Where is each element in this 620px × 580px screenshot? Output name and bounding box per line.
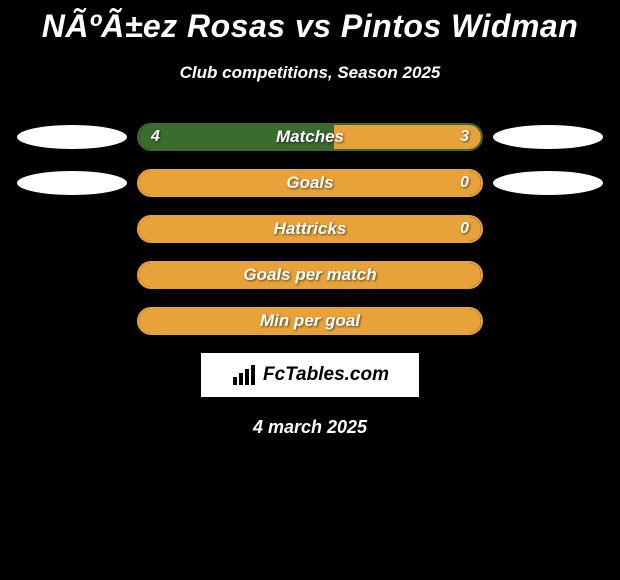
stat-bar: Goals0	[137, 169, 483, 197]
stat-row: Hattricks0	[0, 215, 620, 243]
stat-label: Goals	[139, 173, 481, 193]
stat-row: Goals per match	[0, 261, 620, 289]
stat-label: Min per goal	[139, 311, 481, 331]
stat-value-right: 0	[460, 220, 469, 238]
stat-value-left: 4	[151, 128, 160, 146]
stat-bar: Matches4 3	[137, 123, 483, 151]
stat-bar: Min per goal	[137, 307, 483, 335]
player1-ellipse	[17, 171, 127, 195]
logo-box: FcTables.com	[201, 353, 419, 397]
right-ellipse-slot	[483, 125, 613, 149]
logo: FcTables.com	[231, 364, 389, 386]
stat-bar: Hattricks0	[137, 215, 483, 243]
subtitle: Club competitions, Season 2025	[0, 63, 620, 83]
date-text: 4 march 2025	[0, 417, 620, 438]
player2-ellipse	[493, 125, 603, 149]
stat-row: Min per goal	[0, 307, 620, 335]
left-ellipse-slot	[7, 171, 137, 195]
stat-label: Goals per match	[139, 265, 481, 285]
page-title: NÃºÃ±ez Rosas vs Pintos Widman	[0, 8, 620, 45]
player1-ellipse	[17, 125, 127, 149]
stat-label: Hattricks	[139, 219, 481, 239]
stat-rows: Matches43Goals0Hattricks0Goals per match…	[0, 123, 620, 335]
stat-bar: Goals per match	[137, 261, 483, 289]
player2-ellipse	[493, 171, 603, 195]
stat-row: Matches4 3	[0, 123, 620, 151]
stat-value-right: 3	[460, 128, 469, 146]
left-ellipse-slot	[7, 125, 137, 149]
comparison-chart: NÃºÃ±ez Rosas vs Pintos Widman Club comp…	[0, 0, 620, 438]
stat-row: Goals0	[0, 169, 620, 197]
logo-text: FcTables.com	[263, 364, 389, 386]
right-ellipse-slot	[483, 171, 613, 195]
chart-bars-icon	[231, 365, 257, 385]
stat-value-right: 0	[460, 174, 469, 192]
stat-label: Matches	[139, 127, 481, 147]
